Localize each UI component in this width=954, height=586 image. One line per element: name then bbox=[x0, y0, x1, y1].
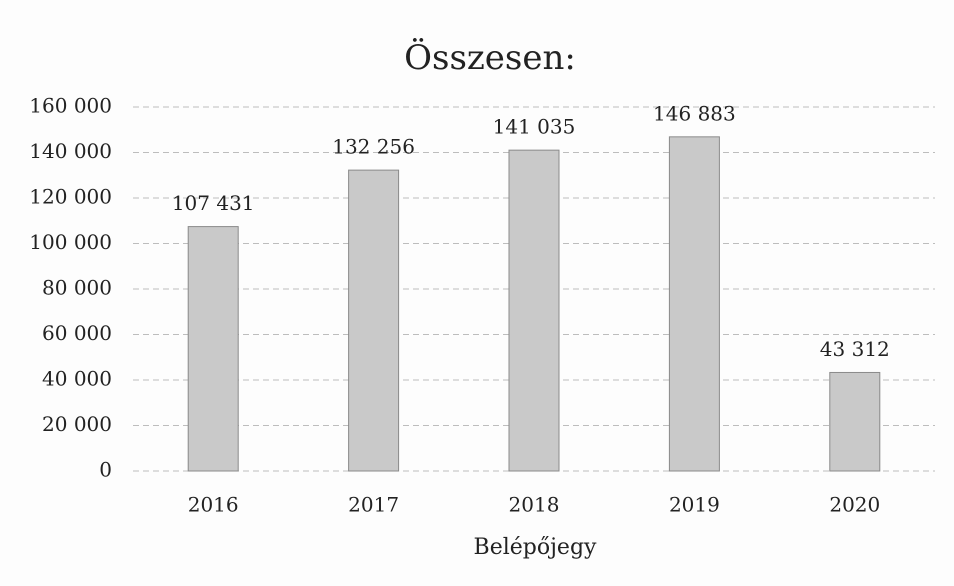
bar bbox=[829, 371, 881, 472]
value-label: 132 256 bbox=[332, 135, 415, 159]
x-axis-label: Belépőjegy bbox=[474, 535, 597, 560]
value-label: 43 312 bbox=[820, 337, 890, 361]
bar bbox=[508, 149, 560, 472]
x-tick-label: 2020 bbox=[829, 493, 880, 517]
bar bbox=[668, 136, 720, 472]
x-tick-label: 2018 bbox=[509, 493, 560, 517]
chart-title: Összesen: bbox=[404, 37, 576, 78]
y-tick-label: 60 000 bbox=[42, 321, 112, 345]
y-tick-label: 100 000 bbox=[29, 230, 112, 254]
y-tick-label: 80 000 bbox=[42, 276, 112, 300]
value-label: 141 035 bbox=[493, 115, 576, 139]
bar bbox=[187, 226, 239, 472]
y-tick-label: 140 000 bbox=[29, 139, 112, 163]
value-label: 107 431 bbox=[172, 191, 255, 215]
y-tick-label: 120 000 bbox=[29, 185, 112, 209]
x-tick-label: 2017 bbox=[348, 493, 399, 517]
bar bbox=[348, 169, 400, 472]
y-tick-label: 0 bbox=[99, 458, 112, 482]
y-tick-label: 160 000 bbox=[29, 94, 112, 118]
y-tick-label: 20 000 bbox=[42, 412, 112, 436]
x-tick-label: 2016 bbox=[188, 493, 239, 517]
value-label: 146 883 bbox=[653, 101, 736, 125]
y-tick-label: 40 000 bbox=[42, 367, 112, 391]
x-tick-label: 2019 bbox=[669, 493, 720, 517]
